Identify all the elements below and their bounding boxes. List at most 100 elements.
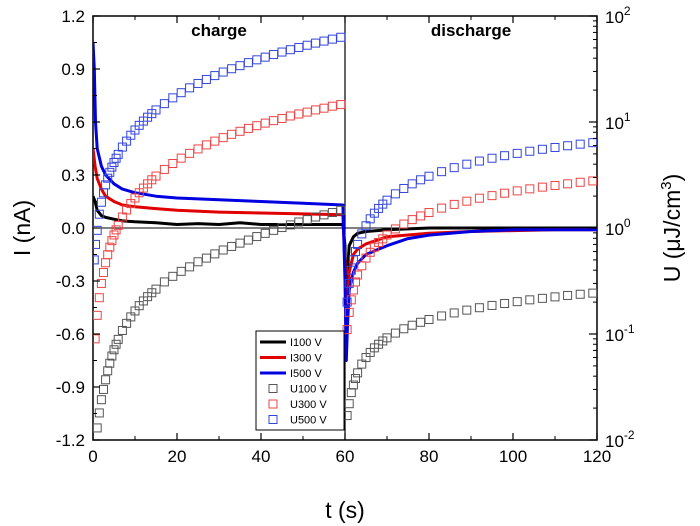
- data-point: [193, 78, 203, 88]
- data-point: [151, 171, 161, 181]
- data-point: [105, 242, 115, 252]
- x-tick-label: 40: [252, 447, 271, 466]
- y-left-tick-label: 0.3: [61, 166, 85, 185]
- x-tick-label: 20: [168, 447, 187, 466]
- legend-label: I500 V: [290, 368, 322, 380]
- data-point: [348, 380, 358, 390]
- data-point: [344, 278, 354, 288]
- x-tick-label: 120: [583, 447, 611, 466]
- data-point: [101, 375, 111, 385]
- data-point: [390, 224, 400, 234]
- data-point: [588, 176, 597, 186]
- data-point: [407, 320, 417, 330]
- data-point: [159, 99, 169, 109]
- data-point: [382, 333, 392, 343]
- data-point: [210, 249, 220, 259]
- data-point: [351, 277, 360, 287]
- data-point: [294, 42, 304, 52]
- data-point: [449, 163, 459, 173]
- data-point: [235, 61, 245, 71]
- data-point: [336, 100, 346, 110]
- data-point: [93, 225, 102, 235]
- data-point: [424, 208, 434, 218]
- data-point: [99, 384, 108, 394]
- data-point: [113, 334, 123, 344]
- x-tick-label: 100: [499, 447, 527, 466]
- data-point: [462, 196, 472, 206]
- data-point: [319, 103, 329, 113]
- data-point: [105, 167, 115, 177]
- y-right-axis-title: U (μJ/cm3): [658, 174, 685, 283]
- x-tick-label: 0: [88, 447, 97, 466]
- series-u500-v: [93, 32, 597, 307]
- data-point: [103, 366, 113, 376]
- data-point: [269, 50, 279, 60]
- data-point: [449, 199, 459, 209]
- legend-swatch: [268, 384, 278, 393]
- data-point: [218, 67, 228, 77]
- annotation-label: discharge: [431, 21, 511, 40]
- legend-label: U500 V: [290, 415, 327, 427]
- data-point: [336, 32, 346, 42]
- data-point: [99, 268, 108, 278]
- data-point: [227, 64, 237, 74]
- data-point: [537, 144, 547, 154]
- series-u300-v: [93, 100, 597, 344]
- data-point: [103, 173, 113, 183]
- data-point: [424, 171, 434, 181]
- data-point: [462, 305, 472, 315]
- y-left-tick-label: -0.9: [56, 378, 85, 397]
- data-point: [487, 153, 497, 163]
- data-point: [201, 253, 211, 263]
- legend-label: I100 V: [290, 337, 322, 349]
- data-point: [474, 193, 484, 203]
- data-point: [252, 55, 262, 65]
- data-point: [437, 311, 447, 321]
- data-point: [525, 146, 535, 156]
- data-point: [575, 139, 585, 149]
- annotation-label: charge: [191, 21, 247, 40]
- data-point: [424, 315, 434, 325]
- data-point: [107, 351, 117, 361]
- data-point: [260, 118, 270, 128]
- data-point: [462, 159, 472, 169]
- data-point: [109, 230, 119, 240]
- data-point: [327, 34, 337, 44]
- data-point: [107, 162, 117, 172]
- data-point: [269, 116, 279, 126]
- data-point: [109, 345, 119, 355]
- series-line: [93, 42, 597, 362]
- data-point: [235, 238, 245, 248]
- data-point: [218, 245, 228, 255]
- data-point: [94, 209, 104, 219]
- data-point: [235, 126, 245, 136]
- data-point: [260, 52, 270, 62]
- y-left-tick-label: -0.3: [56, 272, 85, 291]
- data-point: [399, 219, 409, 229]
- data-point: [351, 247, 360, 257]
- data-point: [111, 339, 121, 349]
- y-right-tick-label: 10-1: [605, 322, 635, 345]
- data-point: [525, 184, 535, 194]
- data-point: [575, 177, 585, 187]
- data-point: [351, 374, 360, 384]
- y-left-tick-label: 0.6: [61, 113, 85, 132]
- data-point: [512, 148, 522, 158]
- data-point: [107, 236, 117, 246]
- data-point: [93, 423, 102, 433]
- data-point: [353, 270, 363, 280]
- legend-box: [255, 330, 345, 431]
- y-right-tick-label: 10-2: [605, 428, 635, 451]
- data-point: [94, 408, 104, 418]
- data-point: [319, 36, 329, 46]
- data-point: [336, 205, 346, 215]
- data-point: [382, 195, 392, 205]
- x-tick-label: 60: [336, 447, 355, 466]
- data-point: [277, 47, 287, 57]
- data-point: [563, 179, 573, 189]
- data-point: [449, 308, 459, 318]
- series-u100-v: [93, 205, 597, 433]
- data-point: [93, 334, 100, 344]
- data-point: [346, 265, 356, 275]
- data-point: [176, 88, 186, 98]
